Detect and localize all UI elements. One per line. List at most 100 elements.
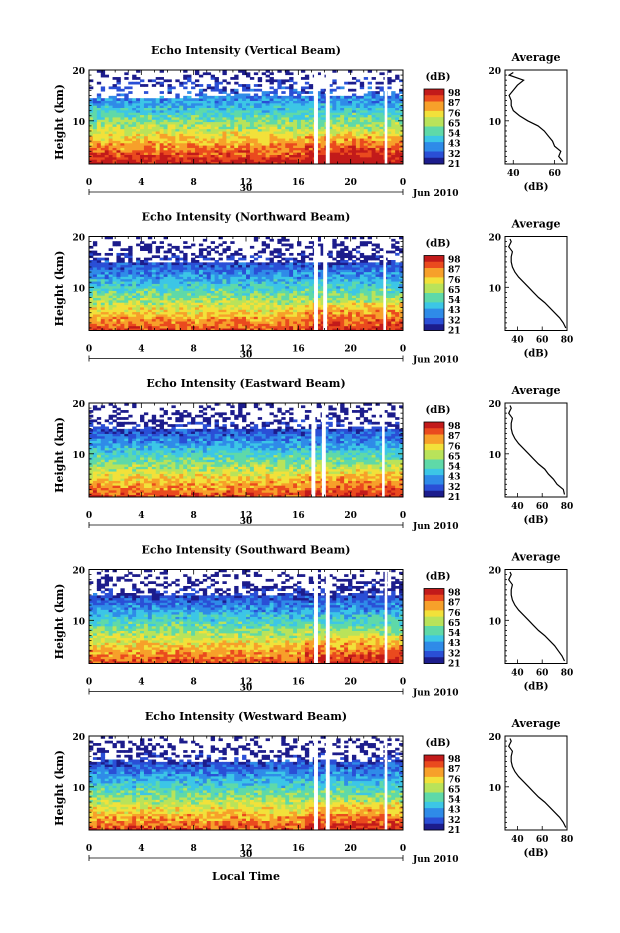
heatmap-cell [152,293,156,296]
heatmap-cell [348,150,352,153]
heatmap-cell [171,143,175,146]
heatmap-cell [101,122,105,125]
heatmap-cell [144,305,148,308]
heatmap-cell [203,265,207,268]
heatmap-cell [124,152,128,155]
heatmap-cell [230,288,234,291]
heatmap-cell [120,117,124,120]
heatmap-cell [321,110,325,113]
heatmap-cell [219,286,223,289]
heatmap-cell [379,314,383,317]
heatmap-cell [230,150,234,153]
heatmap-cell [195,145,199,148]
heatmap-cell [270,269,274,272]
colorbar-swatch [424,142,444,146]
heatmap-cell [199,115,203,118]
heatmap-cell [372,108,376,111]
heatmap-cell [372,138,376,141]
heatmap-cell [301,265,305,268]
heatmap-cell [281,126,285,129]
heatmap-cell [368,157,372,160]
heatmap-cell [234,103,238,106]
heatmap-cell [207,108,211,111]
heatmap-cell [230,157,234,160]
heatmap-cell [301,269,305,272]
heatmap-cell [183,274,187,277]
heatmap-cell [238,101,242,104]
heatmap-cell [136,145,140,148]
heatmap-cell [183,272,187,275]
heatmap-cell [273,79,277,82]
heatmap-cell [391,110,395,113]
heatmap-cell [356,319,360,322]
heatmap-cell [164,150,168,153]
heatmap-cell [387,293,391,296]
heatmap-cell [156,155,160,158]
heatmap-cell [132,321,136,324]
heatmap-cell [364,269,368,272]
heatmap-cell [376,86,380,89]
heatmap-cell [211,77,215,80]
heatmap-cell [340,131,344,134]
heatmap-cell [101,281,105,284]
heatmap-cell [368,96,372,99]
heatmap-cell [285,152,289,155]
heatmap-cell [148,136,152,139]
heatmap-cell [328,276,332,279]
heatmap-cell [356,141,360,144]
heatmap-cell [152,129,156,132]
heatmap-cell [93,284,97,287]
heatmap-cell [226,119,230,122]
heatmap-cell [301,145,305,148]
heatmap-cell [238,136,242,139]
heatmap-cell [175,274,179,277]
heatmap-cell [215,155,219,158]
heatmap-cell [321,89,325,92]
heatmap-cell [332,129,336,132]
heatmap-cell [238,312,242,315]
heatmap-cell [364,279,368,282]
heatmap-cell [277,112,281,115]
heatmap-cell [250,129,254,132]
heatmap-cell [281,98,285,101]
heatmap-cell [140,284,144,287]
heatmap-cell [340,293,344,296]
heatmap-cell [246,124,250,127]
heatmap-cell [215,77,219,80]
heatmap-cell [156,274,160,277]
heatmap-cell [187,321,191,324]
heatmap-cell [183,98,187,101]
heatmap-cell [144,279,148,282]
heatmap-cell [391,291,395,294]
heatmap-cell [301,124,305,127]
colorbar-swatch [424,133,444,137]
heatmap-cell [101,110,105,113]
heatmap-cell [281,138,285,141]
heatmap-cell [164,101,168,104]
heatmap-cell [344,136,348,139]
heatmap-cell [309,319,313,322]
heatmap-cell [89,279,93,282]
heatmap-cell [124,143,128,146]
heatmap-cell [152,101,156,104]
heatmap-cell [230,122,234,125]
heatmap-cell [230,323,234,326]
heatmap-cell [195,150,199,153]
heatmap-cell [340,101,344,104]
heatmap-cell [191,112,195,115]
heatmap-cell [277,143,281,146]
heatmap-cell [187,124,191,127]
heatmap-cell [140,265,144,268]
heatmap-cell [289,312,293,315]
heatmap-cell [336,302,340,305]
colorbar-swatch [424,111,444,115]
heatmap-cell [132,272,136,275]
heatmap-cell [195,136,199,139]
heatmap-cell [301,105,305,108]
heatmap-cell [246,267,250,270]
heatmap-cell [387,312,391,315]
heatmap-cell [156,105,160,108]
heatmap-cell [128,103,132,106]
heatmap-cell [175,105,179,108]
heatmap-cell [395,101,399,104]
